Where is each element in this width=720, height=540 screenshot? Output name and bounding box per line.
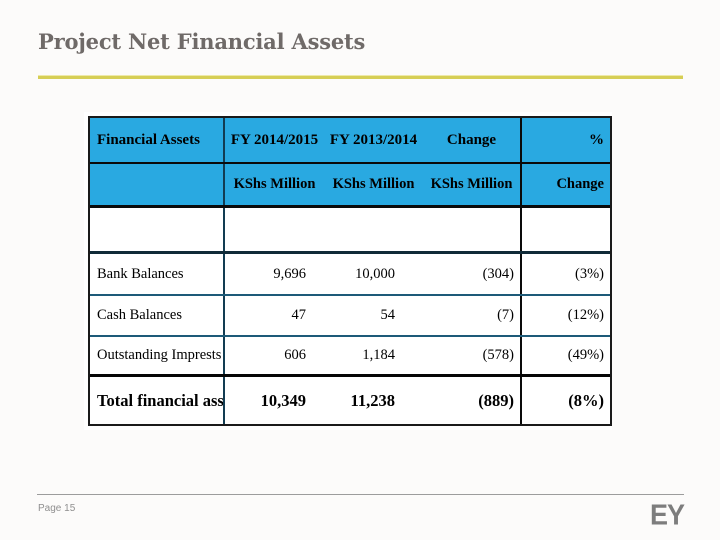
- row-label: Outstanding Imprests: [90, 337, 225, 374]
- value-pct-change: (49%): [567, 347, 604, 363]
- value-pct-change: (3%): [575, 265, 604, 282]
- units-cell-kshs-2: KShs Million: [332, 176, 415, 192]
- row-label: Bank Balances: [90, 254, 225, 294]
- col-header-fy-2013-2014: FY 2013/2014: [329, 131, 418, 148]
- table-blank-row: [90, 208, 610, 254]
- page-number-label: Page 15: [38, 503, 76, 514]
- units-cell-empty: [90, 164, 225, 205]
- table-units-row: KShs Million KShs Million KShs Million C…: [90, 164, 610, 208]
- col-header-change: Change: [423, 118, 522, 162]
- financial-assets-table: Financial Assets FY 2014/2015 FY 2013/20…: [88, 116, 612, 426]
- blank-cell: [90, 208, 225, 251]
- units-cell-kshs-1: KShs Million: [233, 176, 316, 192]
- total-change: (889): [423, 377, 522, 424]
- blank-cell: [324, 208, 423, 251]
- total-pct-change: (8%): [568, 390, 604, 410]
- col-header-fy-2014-2015: FY 2014/2015: [230, 131, 319, 148]
- value-fy-2013-2014: 1,184: [362, 347, 395, 363]
- financial-assets-table-image: Financial Assets FY 2014/2015 FY 2013/20…: [84, 112, 612, 430]
- blank-cell: [225, 208, 324, 251]
- table-header-row: Financial Assets FY 2014/2015 FY 2013/20…: [90, 118, 610, 164]
- total-fy-2014-2015: 10,349: [260, 390, 306, 410]
- value-change: (7): [423, 296, 522, 335]
- value-fy-2013-2014: 10,000: [355, 265, 395, 282]
- page-title: Project Net Financial Assets: [38, 29, 366, 55]
- ey-logo: EY: [649, 499, 685, 531]
- row-label: Cash Balances: [90, 296, 225, 335]
- value-fy-2014-2015: 47: [291, 307, 307, 323]
- col-header-financial-assets: Financial Assets: [90, 118, 225, 162]
- total-label: Total financial assets: [90, 377, 225, 424]
- table-row-cash-balances: Cash Balances 47 54 (7) (12%): [90, 296, 610, 337]
- table-row-bank-balances: Bank Balances 9,696 10,000 (304) (3%): [90, 254, 610, 296]
- value-fy-2014-2015: 606: [284, 347, 306, 363]
- value-change: (578): [423, 337, 522, 374]
- total-fy-2013-2014: 11,238: [350, 390, 395, 410]
- value-fy-2013-2014: 54: [380, 307, 396, 323]
- value-fy-2014-2015: 9,696: [273, 265, 306, 282]
- table-row-total: Total financial assets 10,349 11,238 (88…: [90, 377, 610, 424]
- value-pct-change: (12%): [567, 307, 604, 323]
- table-row-outstanding-imprests: Outstanding Imprests 606 1,184 (578) (49…: [90, 337, 610, 377]
- title-accent-rule: [38, 75, 683, 79]
- blank-cell: [423, 208, 522, 251]
- units-cell-kshs-3: KShs Million: [423, 164, 522, 205]
- blank-cell: [522, 208, 610, 251]
- value-change: (304): [423, 254, 522, 294]
- col-header-percent: %: [589, 131, 604, 148]
- footer-divider: [37, 494, 684, 495]
- units-cell-change: Change: [556, 176, 604, 192]
